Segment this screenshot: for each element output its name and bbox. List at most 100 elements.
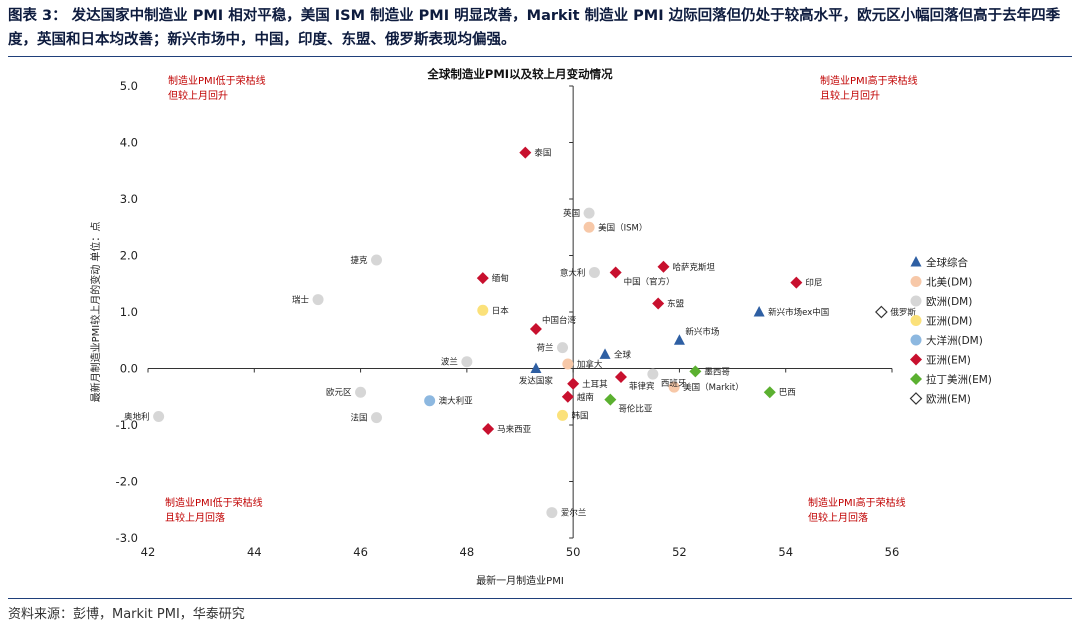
data-point (609, 266, 622, 279)
quadrant-label-bottom-left: 且较上月回落 (165, 511, 225, 524)
data-point (588, 266, 600, 278)
data-point-label: 全球 (614, 349, 632, 360)
data-point (689, 365, 702, 378)
x-tick-label: 56 (885, 545, 900, 559)
data-point-label: 中国台湾 (542, 315, 577, 326)
data-point (424, 395, 436, 407)
data-point (529, 322, 542, 335)
data-point-label: 巴西 (779, 388, 796, 398)
quadrant-label-top-right: 且较上月回升 (820, 89, 880, 102)
data-point-label: 波兰 (441, 357, 458, 368)
data-point (355, 386, 367, 398)
data-point-label: 马来西亚 (497, 425, 532, 435)
data-point (476, 272, 489, 285)
data-point (530, 362, 542, 373)
data-point-label: 墨西哥 (704, 367, 730, 377)
top-rule (8, 56, 1072, 57)
source-note: 资料来源：彭博，Markit PMI，华泰研究 (8, 607, 245, 622)
y-tick-label: 5.0 (120, 79, 138, 93)
data-point-label: 新兴市场ex中国 (768, 307, 829, 318)
y-tick-label: 1.0 (120, 305, 138, 319)
y-tick-label: 0.0 (120, 362, 138, 376)
data-point-label: 新兴市场 (685, 326, 719, 337)
data-point-label: 澳大利亚 (439, 396, 474, 407)
data-point (562, 358, 574, 370)
data-point (673, 334, 685, 345)
chart-title: 全球制造业PMI以及较上月变动情况 (426, 67, 613, 81)
quadrant-label-bottom-right: 但较上月回落 (808, 511, 868, 524)
y-tick-label: 4.0 (120, 136, 138, 150)
legend-label: 北美(DM) (926, 276, 972, 289)
data-point-label: 韩国 (572, 410, 589, 421)
data-point-label: 菲律宾 (629, 381, 655, 392)
legend-label: 亚洲(EM) (926, 355, 971, 367)
y-axis-label: 最新月制造业PMI较上月的变动 单位：点 (89, 222, 102, 403)
chart-axes: 42 44 46 48 50 52 54 56 5.0 4.0 3.0 2.0 1.0 0.0 -1.0 -2… (116, 79, 900, 559)
legend-marker (910, 276, 922, 287)
legend-marker (910, 295, 922, 307)
x-tick-label: 50 (566, 545, 581, 559)
data-point (567, 377, 580, 390)
data-point-label: 加拿大 (577, 359, 603, 370)
data-point-label: 捷克 (350, 255, 368, 266)
data-point-label: 英国 (563, 208, 580, 219)
legend-marker (910, 334, 922, 346)
data-point (519, 146, 532, 159)
data-point (614, 370, 627, 383)
legend-label: 欧洲(EM) (926, 394, 971, 406)
data-point-label: 美国（ISM） (598, 222, 647, 233)
legend-marker (910, 353, 922, 366)
data-point (875, 305, 888, 319)
legend-marker (910, 373, 922, 385)
data-point-label: 爱尔兰 (561, 508, 587, 519)
data-point-label: 俄罗斯 (890, 307, 916, 318)
data-point (477, 304, 489, 316)
x-tick-label: 48 (460, 545, 475, 559)
data-point-label: 越南 (577, 392, 594, 403)
data-point-label: 瑞士 (292, 295, 310, 306)
data-point (557, 342, 569, 354)
y-tick-label: 2.0 (120, 249, 138, 263)
figure-headline: 图表 3： 发达国家中制造业 PMI 相对平稳，美国 ISM 制造业 PMI 明… (8, 8, 1061, 48)
x-axis-label: 最新一月制造业PMI (476, 574, 564, 587)
legend-label: 欧洲(DM) (926, 296, 972, 308)
quadrant-label-bottom-right: 制造业PMI高于荣枯线 (808, 496, 906, 509)
data-point (371, 254, 383, 266)
data-point (153, 411, 165, 423)
y-tick-label: -2.0 (116, 475, 138, 489)
data-point (790, 276, 803, 289)
y-tick-label: -1.0 (116, 418, 138, 432)
data-point (583, 207, 595, 219)
data-point-label: 印尼 (805, 278, 822, 289)
data-point (312, 294, 324, 306)
data-point-label: 哥伦比亚 (618, 404, 653, 415)
legend-label: 全球综合 (926, 256, 968, 269)
data-point-label: 东盟 (667, 299, 685, 310)
legend-marker (910, 315, 922, 326)
data-point-label: 法国 (350, 413, 367, 424)
y-tick-label: 3.0 (120, 192, 138, 206)
data-point (652, 297, 665, 310)
data-point (546, 507, 558, 519)
legend-marker (910, 256, 922, 267)
data-point (371, 412, 383, 424)
data-point (647, 368, 659, 380)
data-point (461, 356, 473, 368)
data-point-label: 奥地利 (124, 412, 150, 423)
data-point-label: 西班牙 (661, 378, 687, 389)
data-point-label: 缅甸 (492, 273, 509, 284)
x-tick-label: 46 (353, 545, 368, 559)
data-point-label: 意大利 (560, 267, 586, 278)
data-point (583, 221, 595, 233)
data-point-label: 中国（官方） (624, 276, 675, 287)
y-tick-label: -3.0 (116, 531, 138, 545)
data-point (561, 390, 574, 403)
data-point-label: 欧元区 (326, 387, 352, 398)
legend-marker (909, 392, 923, 405)
quadrant-label-top-left: 但较上月回升 (168, 89, 228, 102)
scatter-chart: 42 44 46 48 50 52 54 56 5.0 4.0 3.0 2.0 1.0 0.0 -1.0 -2… (89, 67, 992, 587)
data-point (668, 381, 680, 393)
data-point-label: 土耳其 (582, 379, 608, 390)
